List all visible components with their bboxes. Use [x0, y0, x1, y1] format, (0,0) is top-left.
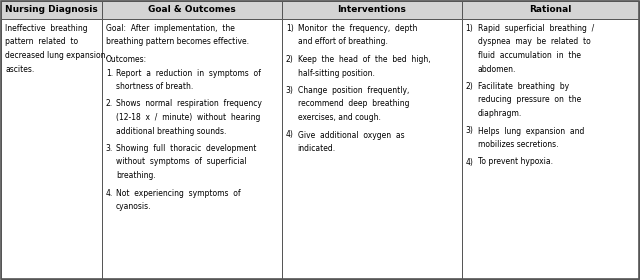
- Text: (12-18  x  /  minute)  without  hearing: (12-18 x / minute) without hearing: [116, 113, 260, 122]
- Text: breathing pattern becomes effective.: breathing pattern becomes effective.: [106, 38, 249, 46]
- Text: fluid  accumulation  in  the: fluid accumulation in the: [477, 51, 580, 60]
- Text: abdomen.: abdomen.: [477, 64, 516, 74]
- Text: dyspnea  may  be  related  to: dyspnea may be related to: [477, 38, 590, 46]
- Text: To prevent hypoxia.: To prevent hypoxia.: [477, 157, 552, 167]
- Text: without  symptoms  of  superficial: without symptoms of superficial: [116, 157, 246, 167]
- Text: Report  a  reduction  in  symptoms  of: Report a reduction in symptoms of: [116, 69, 260, 78]
- Text: Outcomes:: Outcomes:: [106, 55, 147, 64]
- Text: 3): 3): [285, 86, 294, 95]
- Text: half-sitting position.: half-sitting position.: [298, 69, 374, 78]
- Text: Give  additional  oxygen  as: Give additional oxygen as: [298, 130, 404, 139]
- Text: 4): 4): [285, 130, 294, 139]
- Text: exercises, and cough.: exercises, and cough.: [298, 113, 381, 122]
- Text: Rational: Rational: [529, 6, 572, 15]
- Bar: [1, 19, 102, 279]
- Text: Keep  the  head  of  the  bed  high,: Keep the head of the bed high,: [298, 55, 430, 64]
- Bar: [282, 19, 461, 279]
- Text: 1): 1): [466, 24, 474, 33]
- Text: shortness of breath.: shortness of breath.: [116, 82, 193, 91]
- Text: indicated.: indicated.: [298, 144, 336, 153]
- Text: 2): 2): [285, 55, 294, 64]
- Text: mobilizes secretions.: mobilizes secretions.: [477, 140, 558, 149]
- Text: Rapid  superficial  breathing  /: Rapid superficial breathing /: [477, 24, 594, 33]
- Text: decreased lung expansion,: decreased lung expansion,: [5, 51, 108, 60]
- Text: Shows  normal  respiration  frequency: Shows normal respiration frequency: [116, 99, 262, 109]
- Text: 4): 4): [466, 157, 474, 167]
- Text: Change  position  frequently,: Change position frequently,: [298, 86, 409, 95]
- Bar: [461, 1, 639, 19]
- Text: 1): 1): [285, 24, 294, 33]
- Text: recommend  deep  breathing: recommend deep breathing: [298, 99, 409, 109]
- Text: Nursing Diagnosis: Nursing Diagnosis: [5, 6, 98, 15]
- Text: 3): 3): [466, 127, 474, 136]
- Text: breathing.: breathing.: [116, 171, 156, 180]
- Bar: [102, 19, 282, 279]
- Text: 4.: 4.: [106, 188, 113, 197]
- Text: cyanosis.: cyanosis.: [116, 202, 151, 211]
- Text: and effort of breathing.: and effort of breathing.: [298, 38, 388, 46]
- Bar: [461, 19, 639, 279]
- Bar: [102, 1, 282, 19]
- Text: Showing  full  thoracic  development: Showing full thoracic development: [116, 144, 256, 153]
- Text: Ineffective  breathing: Ineffective breathing: [5, 24, 88, 33]
- Text: reducing  pressure  on  the: reducing pressure on the: [477, 95, 581, 104]
- Text: ascites.: ascites.: [5, 64, 35, 74]
- Text: Helps  lung  expansion  and: Helps lung expansion and: [477, 127, 584, 136]
- Text: Goal & Outcomes: Goal & Outcomes: [148, 6, 236, 15]
- Bar: [1, 1, 102, 19]
- Text: 2): 2): [466, 82, 474, 91]
- Bar: [282, 1, 461, 19]
- Text: Not  experiencing  symptoms  of: Not experiencing symptoms of: [116, 188, 241, 197]
- Text: 2.: 2.: [106, 99, 113, 109]
- Text: 1.: 1.: [106, 69, 113, 78]
- Text: Goal:  After  implementation,  the: Goal: After implementation, the: [106, 24, 235, 33]
- Text: diaphragm.: diaphragm.: [477, 109, 522, 118]
- Text: Interventions: Interventions: [337, 6, 406, 15]
- Text: pattern  related  to: pattern related to: [5, 38, 78, 46]
- Text: Facilitate  breathing  by: Facilitate breathing by: [477, 82, 569, 91]
- Text: Monitor  the  frequency,  depth: Monitor the frequency, depth: [298, 24, 417, 33]
- Text: additional breathing sounds.: additional breathing sounds.: [116, 127, 226, 136]
- Text: 3.: 3.: [106, 144, 113, 153]
